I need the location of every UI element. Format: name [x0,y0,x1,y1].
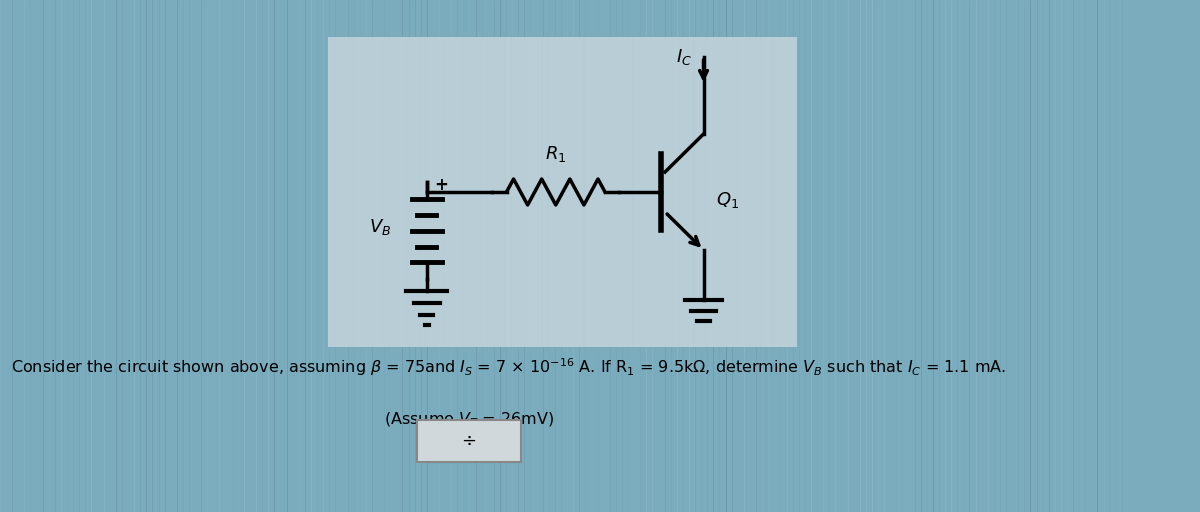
Text: ÷: ÷ [462,432,476,450]
Text: $Q_1$: $Q_1$ [715,190,739,210]
Bar [418,420,521,462]
Text: $I_C$: $I_C$ [676,47,692,67]
Text: Consider the circuit shown above, assuming $\beta$ = 75and $I_S$ = 7 $\times$ 10: Consider the circuit shown above, assumi… [11,356,1007,378]
Bar [329,37,797,347]
Text: $V_B$: $V_B$ [368,217,391,237]
Text: +: + [434,176,448,194]
Text: (Assume $V_T$ = 26mV): (Assume $V_T$ = 26mV) [384,411,554,429]
Text: $R_1$: $R_1$ [545,144,566,164]
